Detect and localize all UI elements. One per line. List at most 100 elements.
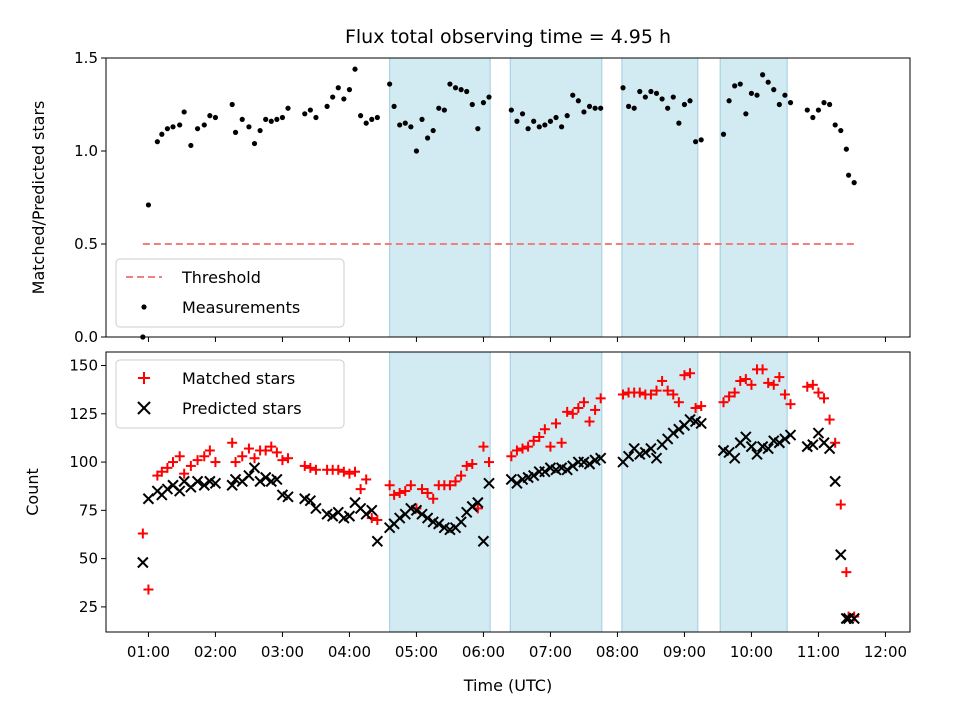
matched-star-point bbox=[344, 468, 355, 479]
matched-star-point bbox=[819, 393, 830, 404]
measurement-point bbox=[330, 94, 336, 100]
matched-star-point bbox=[484, 457, 495, 468]
matched-star-point bbox=[657, 375, 668, 386]
predicted-star-point bbox=[326, 510, 339, 522]
legend-label: Matched stars bbox=[182, 369, 295, 388]
measurement-point bbox=[358, 113, 364, 119]
measurement-point bbox=[335, 85, 341, 91]
measurement-point bbox=[181, 109, 187, 115]
predicted-star-point bbox=[410, 504, 423, 517]
legend: Threshold Measurements bbox=[115, 258, 345, 328]
measurement-point bbox=[341, 96, 347, 102]
measurement-point bbox=[397, 122, 403, 128]
predicted-star-point bbox=[483, 477, 495, 490]
matched-star-point bbox=[651, 385, 662, 396]
y-axis-ticks: 25 50 75 100 125 150 bbox=[69, 357, 106, 616]
y-tick-label: 75 bbox=[79, 501, 98, 519]
predicted-star-point bbox=[745, 440, 758, 453]
matched-star-point bbox=[595, 393, 606, 404]
predicted-star-point bbox=[762, 442, 774, 455]
measurement-point bbox=[346, 87, 353, 93]
measurement-point bbox=[845, 172, 852, 178]
y-axis-ticks: 0.0 0.5 1.0 1.5 bbox=[74, 49, 106, 346]
matched-star-point bbox=[162, 462, 173, 473]
measurement-point bbox=[827, 101, 833, 108]
measurement-point bbox=[732, 83, 738, 89]
measurement-point bbox=[642, 94, 648, 100]
matched-star-point bbox=[428, 493, 439, 504]
matched-star-point bbox=[551, 418, 562, 429]
predicted-star-point bbox=[137, 556, 149, 569]
measurement-point bbox=[581, 109, 587, 115]
matched-star-point bbox=[841, 567, 852, 578]
predicted-star-point bbox=[343, 510, 356, 522]
predicted-star-point bbox=[779, 433, 791, 445]
x-tick-label: 07:00 bbox=[529, 643, 572, 661]
measurement-point bbox=[765, 79, 771, 85]
legend: Matched stars Predicted stars bbox=[115, 359, 345, 429]
x-tick-label: 01:00 bbox=[127, 643, 170, 661]
legend-item: Measurements bbox=[141, 298, 300, 317]
matched-star-point bbox=[830, 437, 841, 448]
measurement-point bbox=[575, 98, 581, 104]
measurement-point bbox=[586, 103, 593, 109]
predicted-star-point bbox=[360, 508, 372, 520]
matched-star-point bbox=[422, 487, 433, 498]
measurement-point bbox=[838, 127, 844, 134]
predicted-star-point bbox=[650, 452, 663, 464]
x-tick-label: 11:00 bbox=[797, 643, 840, 661]
measurement-point bbox=[324, 103, 330, 109]
chart-title: Flux total observing time = 4.95 h bbox=[345, 26, 671, 48]
y-axis-label: Matched/Predicted stars bbox=[29, 101, 48, 295]
matched-star-point bbox=[539, 424, 550, 435]
matched-star-point bbox=[774, 372, 785, 383]
matched-star-point bbox=[243, 443, 254, 454]
measurement-point bbox=[726, 98, 732, 104]
matched-star-point bbox=[271, 447, 282, 458]
matched-star-point bbox=[333, 464, 344, 475]
measurement-point bbox=[402, 120, 408, 126]
measurement-point bbox=[207, 113, 213, 119]
y-tick-label: 50 bbox=[79, 550, 98, 568]
measurement-point bbox=[164, 126, 171, 132]
matched-star-point bbox=[511, 445, 522, 456]
predicted-star-point bbox=[416, 508, 428, 520]
ratio-panel: 0.0 0.5 1.0 1.5 Matched/Predicted stars Thr… bbox=[29, 49, 911, 346]
measurement-point bbox=[536, 124, 542, 130]
measurement-point bbox=[564, 113, 570, 119]
measurement-point bbox=[570, 92, 576, 98]
matched-star-point bbox=[696, 401, 707, 412]
measurement-point bbox=[815, 107, 822, 113]
count-panel: 25 50 75 100 125 150 01:00 02:00 03:00 04:00 05:0… bbox=[23, 351, 911, 661]
matched-star-point bbox=[168, 457, 178, 468]
measurement-point bbox=[620, 85, 626, 91]
matched-star-point bbox=[310, 464, 321, 475]
measurement-point bbox=[369, 116, 375, 122]
y-tick-label: 125 bbox=[69, 405, 98, 423]
predicted-star-point bbox=[645, 442, 657, 455]
measurement-point bbox=[159, 131, 165, 137]
matched-star-point bbox=[366, 513, 377, 524]
matched-star-point bbox=[824, 414, 835, 425]
matched-star-point bbox=[813, 387, 824, 398]
legend-item: Matched stars bbox=[138, 369, 295, 388]
matched-star-point bbox=[545, 441, 556, 452]
matched-star-point bbox=[668, 389, 679, 400]
axes-frame bbox=[105, 351, 911, 633]
matched-star-point bbox=[230, 457, 241, 468]
x-tick-label: 05:00 bbox=[395, 643, 438, 661]
legend-label: Measurements bbox=[182, 298, 300, 317]
measurement-point bbox=[430, 127, 436, 134]
predicted-star-point bbox=[667, 427, 679, 439]
matched-star-point bbox=[785, 399, 796, 410]
measurement-point bbox=[754, 92, 760, 98]
measurement-point bbox=[201, 122, 207, 128]
predicted-star-point bbox=[784, 429, 797, 441]
matched-star-point bbox=[768, 379, 779, 390]
measurement-point bbox=[307, 107, 313, 113]
legend-label: Threshold bbox=[181, 268, 261, 287]
measurement-point bbox=[274, 116, 280, 122]
matched-star-point bbox=[618, 389, 629, 400]
measurement-point bbox=[436, 105, 442, 111]
matched-star-point bbox=[405, 480, 416, 491]
